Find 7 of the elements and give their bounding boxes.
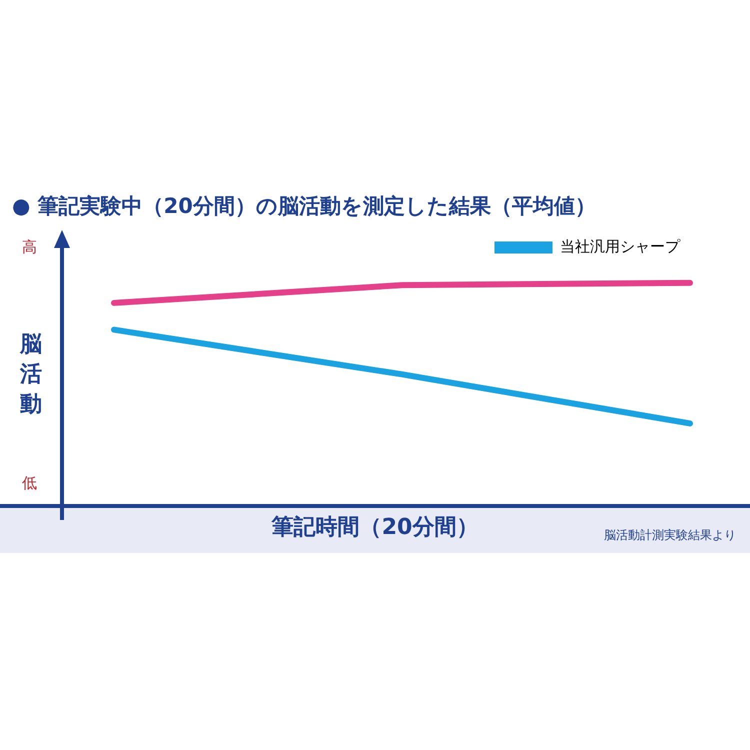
annotation: 低 [22,474,37,493]
y-axis-title: 脳活動 [20,331,43,419]
chart-title: ● 筆記実験中（20分間）の脳活動を測定した結果（平均値） [12,193,596,220]
legend-label: 当社汎用シャープ [560,237,681,256]
x-axis-title: 筆記時間（20分間） [272,515,478,540]
text: 脳活動計測実験結果より [604,527,736,544]
text: 高 [22,238,37,257]
